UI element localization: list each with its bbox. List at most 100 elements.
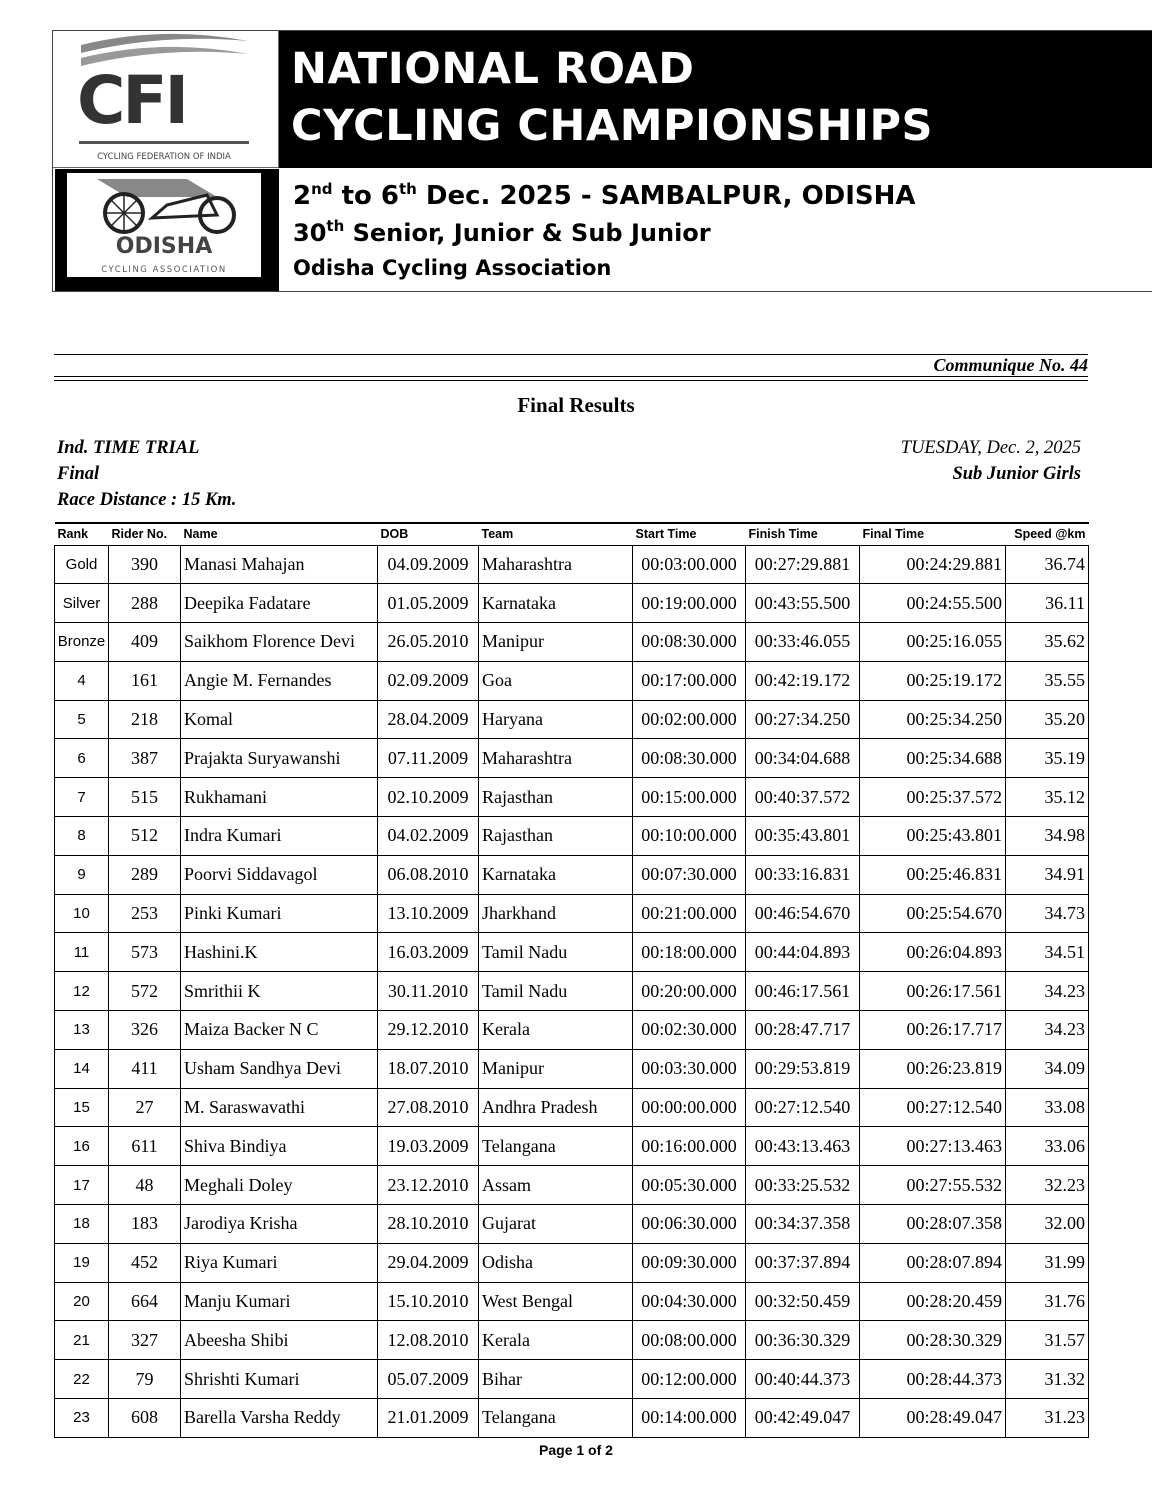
cell-start-time: 00:16:00.000 bbox=[632, 1126, 746, 1167]
table-row: Gold 390 Manasi Mahajan 04.09.2009 Maharasht… bbox=[54, 544, 1089, 585]
cell-rider-no: 289 bbox=[108, 854, 181, 895]
cell-rank: 14 bbox=[54, 1048, 109, 1089]
column-header-start-time: Start Time bbox=[632, 522, 746, 545]
table-row: 20 664 Manju Kumari 15.10.2010 West Bengal 00… bbox=[54, 1281, 1089, 1322]
svg-text:ODISHA: ODISHA bbox=[116, 234, 212, 259]
cell-dob: 07.11.2009 bbox=[377, 738, 479, 779]
text: to 6 bbox=[332, 181, 400, 211]
cell-rank: Gold bbox=[54, 544, 109, 585]
cell-rider-no: 218 bbox=[108, 699, 181, 740]
cell-speed: 35.19 bbox=[1005, 738, 1089, 779]
cell-finish-time: 00:40:37.572 bbox=[745, 777, 860, 818]
cell-speed: 34.98 bbox=[1005, 816, 1089, 856]
cell-team: Manipur bbox=[478, 1048, 633, 1089]
championship-title: NATIONAL ROAD CYCLING CHAMPIONSHIPS bbox=[279, 31, 1152, 168]
cell-start-time: 00:20:00.000 bbox=[632, 971, 746, 1012]
cell-speed: 34.23 bbox=[1005, 971, 1089, 1012]
cell-rider-no: 572 bbox=[108, 971, 181, 1012]
cell-team: Rajasthan bbox=[478, 777, 633, 818]
cell-rider-no: 183 bbox=[108, 1204, 181, 1244]
cell-name: Komal bbox=[180, 699, 378, 740]
divider bbox=[54, 376, 1088, 381]
table-row: 7 515 Rukhamani 02.10.2009 Rajasthan 00:15:00… bbox=[54, 777, 1089, 818]
cell-team: Tamil Nadu bbox=[478, 971, 633, 1012]
cell-rider-no: 611 bbox=[108, 1126, 181, 1167]
cell-name: M. Saraswavathi bbox=[180, 1087, 378, 1128]
cell-dob: 12.08.2010 bbox=[377, 1320, 479, 1361]
cell-start-time: 00:02:00.000 bbox=[632, 699, 746, 740]
cell-final-time: 00:27:12.540 bbox=[859, 1087, 1006, 1128]
event-date: TUESDAY, Dec. 2, 2025 bbox=[900, 438, 1081, 458]
cell-team: Maharashtra bbox=[478, 544, 633, 585]
cell-speed: 35.20 bbox=[1005, 699, 1089, 740]
cell-name: Prajakta Suryawanshi bbox=[180, 738, 378, 779]
cell-final-time: 00:27:55.532 bbox=[859, 1165, 1006, 1206]
table-row: 18 183 Jarodiya Krisha 28.10.2010 Gujarat 00:… bbox=[54, 1204, 1089, 1244]
cell-final-time: 00:25:37.572 bbox=[859, 777, 1006, 818]
odisha-logo-frame: ODISHA CYCLING ASSOCIATION bbox=[55, 169, 279, 291]
cell-name: Saikhom Florence Devi bbox=[180, 622, 378, 662]
cell-rank: 18 bbox=[54, 1204, 109, 1244]
communique-number: Communique No. 44 bbox=[933, 355, 1088, 375]
table-row: 17 48 Meghali Doley 23.12.2010 Assam 00:05:30… bbox=[54, 1165, 1089, 1206]
cell-speed: 35.62 bbox=[1005, 622, 1089, 662]
cell-team: West Bengal bbox=[478, 1281, 633, 1322]
cell-finish-time: 00:40:44.373 bbox=[745, 1359, 860, 1400]
cell-finish-time: 00:29:53.819 bbox=[745, 1048, 860, 1089]
cell-name: Manasi Mahajan bbox=[180, 544, 378, 585]
cell-final-time: 00:25:34.250 bbox=[859, 699, 1006, 740]
cell-finish-time: 00:42:49.047 bbox=[745, 1398, 860, 1438]
cell-speed: 34.91 bbox=[1005, 854, 1089, 895]
cell-final-time: 00:25:43.801 bbox=[859, 816, 1006, 856]
cell-dob: 04.09.2009 bbox=[377, 544, 479, 585]
cell-start-time: 00:03:00.000 bbox=[632, 544, 746, 585]
cell-speed: 31.23 bbox=[1005, 1398, 1089, 1438]
cell-team: Karnataka bbox=[478, 854, 633, 895]
cell-name: Deepika Fadatare bbox=[180, 583, 378, 624]
column-header-speed: Speed @km bbox=[1005, 522, 1089, 545]
cell-rider-no: 288 bbox=[108, 583, 181, 624]
cell-final-time: 00:26:23.819 bbox=[859, 1048, 1006, 1089]
cell-dob: 26.05.2010 bbox=[377, 622, 479, 662]
cell-rank: 9 bbox=[54, 854, 109, 895]
cfi-logo: CFI CYCLING FEDERATION OF INDIA bbox=[53, 31, 279, 168]
cell-start-time: 00:21:00.000 bbox=[632, 893, 746, 934]
cell-final-time: 00:27:13.463 bbox=[859, 1126, 1006, 1167]
cell-rider-no: 411 bbox=[108, 1048, 181, 1089]
cell-finish-time: 00:46:17.561 bbox=[745, 971, 860, 1012]
cell-team: Telangana bbox=[478, 1126, 633, 1167]
svg-text:CYCLING ASSOCIATION: CYCLING ASSOCIATION bbox=[101, 265, 226, 275]
table-row: 15 27 M. Saraswavathi 27.08.2010 Andhra Prad… bbox=[54, 1087, 1089, 1128]
cell-dob: 30.11.2010 bbox=[377, 971, 479, 1012]
text: Senior, Junior & Sub Junior bbox=[344, 219, 711, 247]
cell-rider-no: 161 bbox=[108, 660, 181, 701]
cell-final-time: 00:24:29.881 bbox=[859, 544, 1006, 585]
cell-team: Kerala bbox=[478, 1010, 633, 1050]
cell-rider-no: 452 bbox=[108, 1242, 181, 1283]
cell-rank: 23 bbox=[54, 1398, 109, 1438]
cell-dob: 19.03.2009 bbox=[377, 1126, 479, 1167]
cell-team: Haryana bbox=[478, 699, 633, 740]
cell-rank: 4 bbox=[54, 660, 109, 701]
table-row: 21 327 Abeesha Shibi 12.08.2010 Kerala 00:08:… bbox=[54, 1320, 1089, 1361]
cell-speed: 34.51 bbox=[1005, 932, 1089, 973]
cell-name: Manju Kumari bbox=[180, 1281, 378, 1322]
race-distance: Race Distance : 15 Km. bbox=[57, 490, 237, 510]
cell-team: Jharkhand bbox=[478, 893, 633, 934]
cell-finish-time: 00:43:55.500 bbox=[745, 583, 860, 624]
cell-speed: 34.73 bbox=[1005, 893, 1089, 934]
table-row: 13 326 Maiza Backer N C 29.12.2010 Kerala 00:… bbox=[54, 1010, 1089, 1050]
cell-rider-no: 664 bbox=[108, 1281, 181, 1322]
cell-final-time: 00:26:17.561 bbox=[859, 971, 1006, 1012]
cell-speed: 33.06 bbox=[1005, 1126, 1089, 1167]
cell-team: Gujarat bbox=[478, 1204, 633, 1244]
cell-name: Smrithii K bbox=[180, 971, 378, 1012]
cell-start-time: 00:06:30.000 bbox=[632, 1204, 746, 1244]
cell-rider-no: 27 bbox=[108, 1087, 181, 1128]
text: 30 bbox=[293, 219, 327, 247]
cell-dob: 06.08.2010 bbox=[377, 854, 479, 895]
event-date-category: TUESDAY, Dec. 2, 2025 Sub Junior Girls bbox=[901, 435, 1081, 487]
table-row: 16 611 Shiva Bindiya 19.03.2009 Telangana 00:… bbox=[54, 1126, 1089, 1167]
cell-dob: 21.01.2009 bbox=[377, 1398, 479, 1438]
cell-final-time: 00:26:04.893 bbox=[859, 932, 1006, 973]
